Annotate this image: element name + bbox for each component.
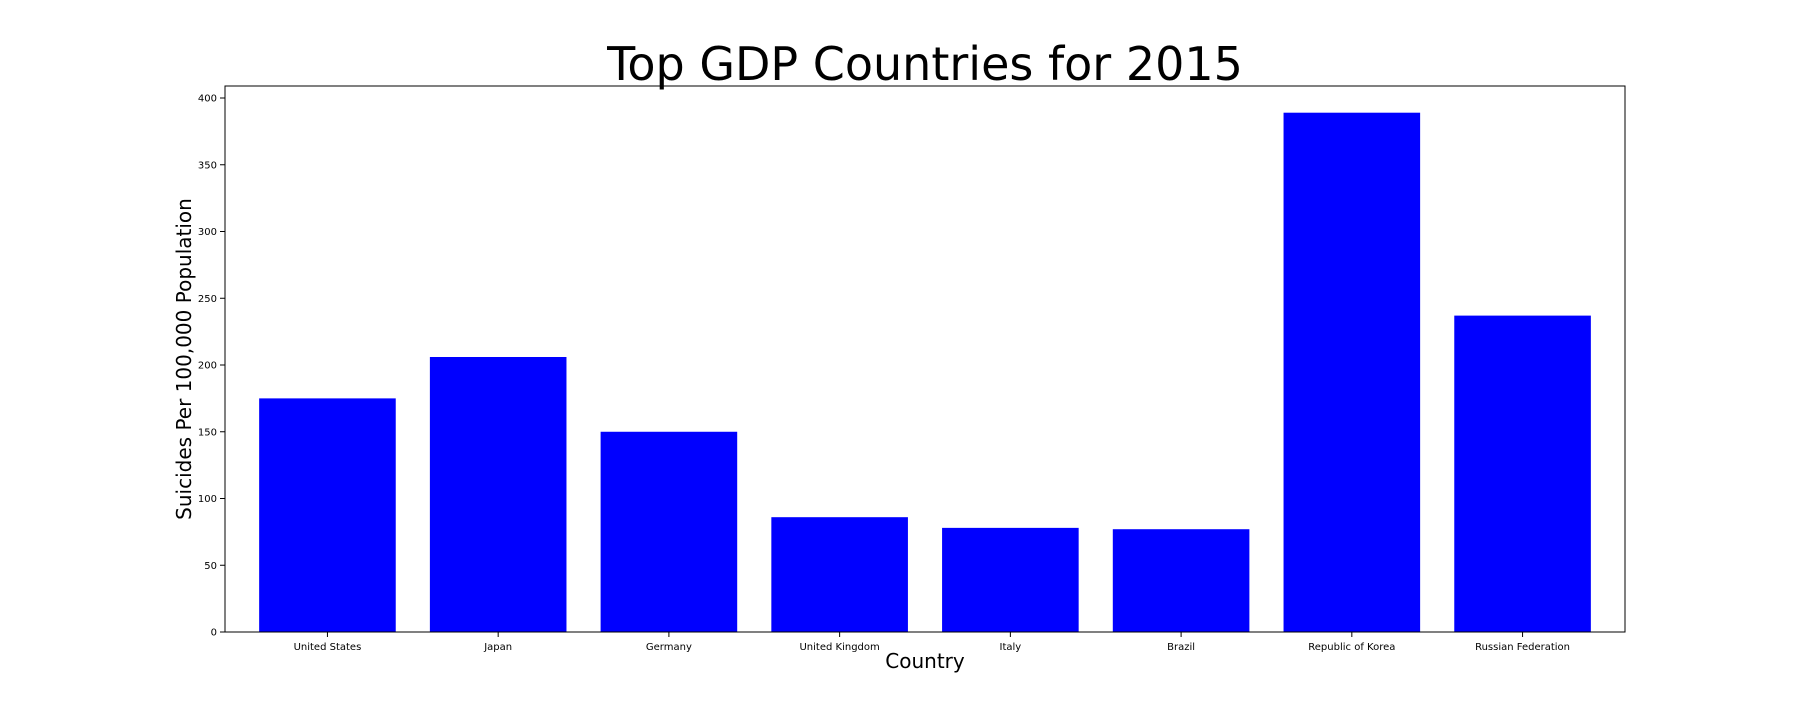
y-tick-label: 250 — [198, 294, 217, 305]
y-tick-label: 300 — [198, 227, 217, 238]
bars-group — [259, 112, 1591, 632]
bar — [1112, 529, 1250, 632]
y-tick-label: 350 — [198, 160, 217, 171]
x-axis-label: Country — [885, 649, 965, 673]
bar — [771, 517, 908, 632]
bar — [259, 398, 396, 632]
x-tick-label: Brazil — [1167, 642, 1195, 653]
x-tick-label: Russian Federation — [1475, 642, 1570, 653]
y-tick-label: 400 — [198, 94, 217, 105]
bar — [429, 357, 567, 632]
x-tick-label: United States — [294, 642, 362, 653]
bar — [1454, 315, 1591, 632]
y-tick-label: 50 — [204, 561, 217, 572]
y-tick-label: 0 — [211, 628, 217, 639]
y-tick-label: 100 — [198, 494, 217, 505]
x-axis-ticks: United States Japan Germany United Kingdom I… — [294, 632, 1570, 653]
y-axis-label: Suicides Per 100,000 Population — [172, 198, 196, 520]
x-tick-label: Italy — [1000, 642, 1022, 653]
y-tick-label: 150 — [198, 427, 217, 438]
bar — [1283, 112, 1421, 632]
x-tick-label: Japan — [483, 642, 512, 653]
x-tick-label: Germany — [646, 642, 692, 653]
bar — [942, 527, 1079, 632]
bar — [600, 431, 738, 632]
x-tick-label: United Kingdom — [799, 642, 879, 653]
y-axis-ticks: 0 50 100 150 200 250 300 350 400 — [198, 94, 225, 639]
chart-title: Top GDP Countries for 2015 — [606, 37, 1243, 91]
plot-area-frame — [224, 85, 1626, 633]
x-tick-label: Republic of Korea — [1308, 642, 1395, 653]
y-tick-label: 200 — [198, 361, 217, 372]
